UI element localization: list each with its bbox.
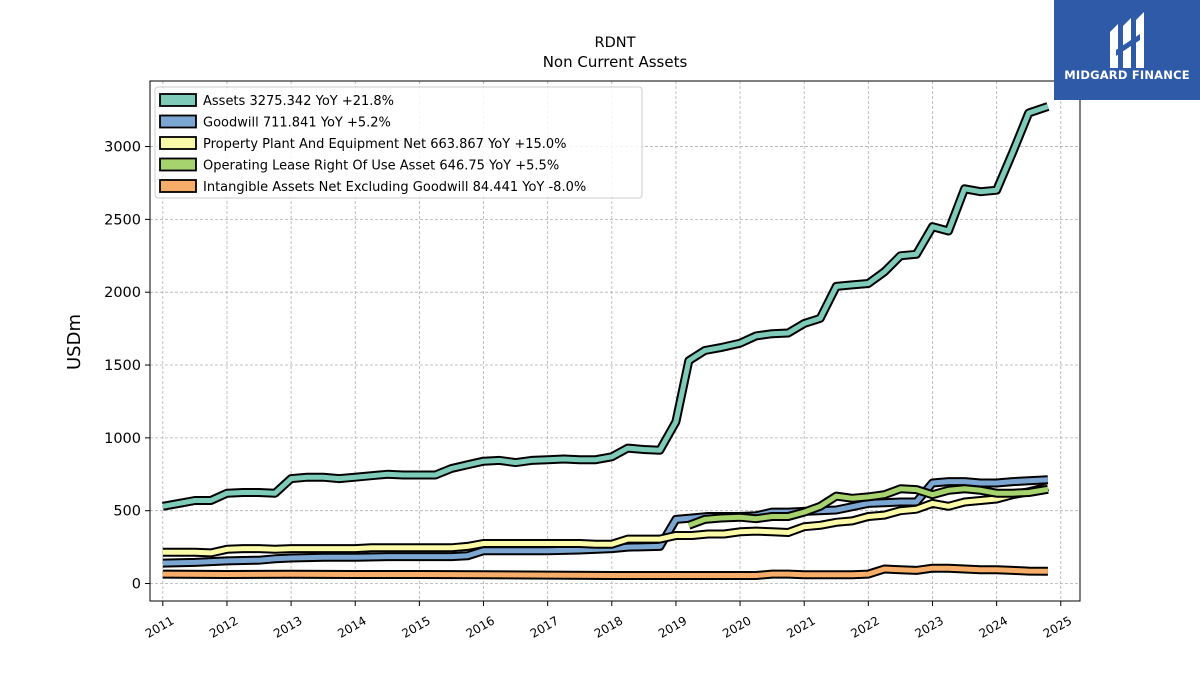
y-tick-label: 2500 <box>104 212 141 228</box>
y-tick-label: 0 <box>132 577 141 593</box>
x-tick-label: 2019 <box>656 613 689 640</box>
x-tick-label: 2012 <box>207 613 240 640</box>
plot-frame <box>149 80 1081 602</box>
y-tick-label: 2000 <box>104 285 141 301</box>
y-axis-label: USDm <box>64 314 85 370</box>
series-line <box>162 565 1048 578</box>
series-line <box>162 477 1049 566</box>
legend-label: Goodwill 711.841 YoY +5.2% <box>203 116 391 131</box>
series-line <box>162 484 1049 556</box>
x-tick-label: 2011 <box>143 613 176 640</box>
chart-title: RDNT <box>595 35 636 51</box>
y-tick-label: 1000 <box>104 431 141 447</box>
x-tick-label: 2022 <box>848 613 881 640</box>
y-tick-label: 1500 <box>104 358 141 374</box>
x-tick-label: 2014 <box>335 613 368 640</box>
legend-swatch <box>159 179 197 193</box>
x-tick-label: 2017 <box>528 613 561 640</box>
x-tick-label: 2025 <box>1041 613 1074 640</box>
legend-swatch <box>159 157 197 172</box>
legend-box <box>154 86 643 199</box>
legend-label: Operating Lease Right Of Use Asset 646.7… <box>203 159 559 174</box>
y-tick-label: 500 <box>113 504 141 520</box>
x-tick-label: 2015 <box>399 613 432 640</box>
series-layer <box>162 102 1050 580</box>
legend-label: Property Plant And Equipment Net 663.867… <box>203 137 567 152</box>
y-tick-label: 3000 <box>104 140 141 156</box>
legend-label: Assets 3275.342 YoY +21.8% <box>203 94 394 109</box>
logo-text: MIDGARD FINANCE <box>1064 68 1190 82</box>
series-line <box>687 486 1049 528</box>
chart-subtitle: Non Current Assets <box>543 53 688 71</box>
midgard-logo-icon <box>1110 12 1144 68</box>
legend-label: Intangible Assets Net Excluding Goodwill… <box>203 180 586 195</box>
x-tick-label: 2013 <box>271 613 304 640</box>
x-tick-label: 2021 <box>784 613 817 640</box>
legend-swatch <box>159 114 197 129</box>
legend-swatch <box>159 136 197 150</box>
x-tick-label: 2020 <box>720 613 753 640</box>
series-line <box>162 104 1049 509</box>
x-tick-label: 2023 <box>913 613 946 640</box>
legend: Assets 3275.342 YoY +21.8% Goodwill 711.8… <box>154 86 643 199</box>
x-tick-label: 2018 <box>592 613 625 640</box>
midgard-logo: MIDGARD FINANCE <box>1054 0 1200 100</box>
x-tick-label: 2024 <box>977 613 1010 640</box>
x-tick-label: 2016 <box>464 613 497 640</box>
legend-swatch <box>159 93 197 107</box>
